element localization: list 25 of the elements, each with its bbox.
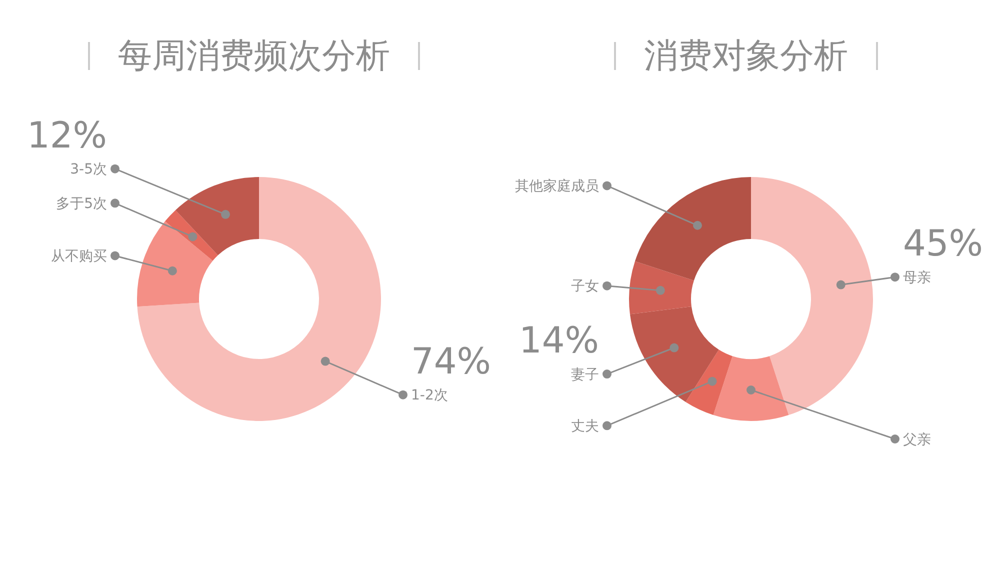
slice-label: 妻子	[571, 366, 599, 383]
donut-slice	[175, 177, 259, 256]
slice-label: 父亲	[903, 432, 931, 448]
donut-slice	[137, 221, 213, 307]
slice-label: 从不购买	[51, 248, 107, 265]
donut-slice	[137, 177, 381, 421]
data-label: 45%	[903, 224, 984, 265]
slice-label: 子女	[571, 278, 599, 295]
slice-label: 丈夫	[571, 418, 599, 435]
donut-slice	[629, 261, 694, 314]
slice-label: 1-2次	[411, 388, 448, 404]
data-label: 12%	[26, 115, 107, 156]
slice-label: 其他家庭成员	[515, 178, 599, 195]
slice-label: 多于5次	[56, 196, 107, 212]
chart-title: 每周消费频次分析	[118, 35, 390, 78]
slice-label: 3-5次	[70, 162, 107, 178]
donut-slice	[713, 356, 789, 421]
donut-slice	[630, 306, 719, 402]
chart-title: 消费对象分析	[644, 35, 848, 78]
donut-slice	[751, 177, 873, 416]
slice-label: 母亲	[903, 270, 931, 286]
donut-slice	[686, 350, 732, 416]
donut-slice	[634, 177, 751, 280]
data-label: 74%	[411, 341, 492, 382]
data-label: 14%	[518, 320, 599, 362]
